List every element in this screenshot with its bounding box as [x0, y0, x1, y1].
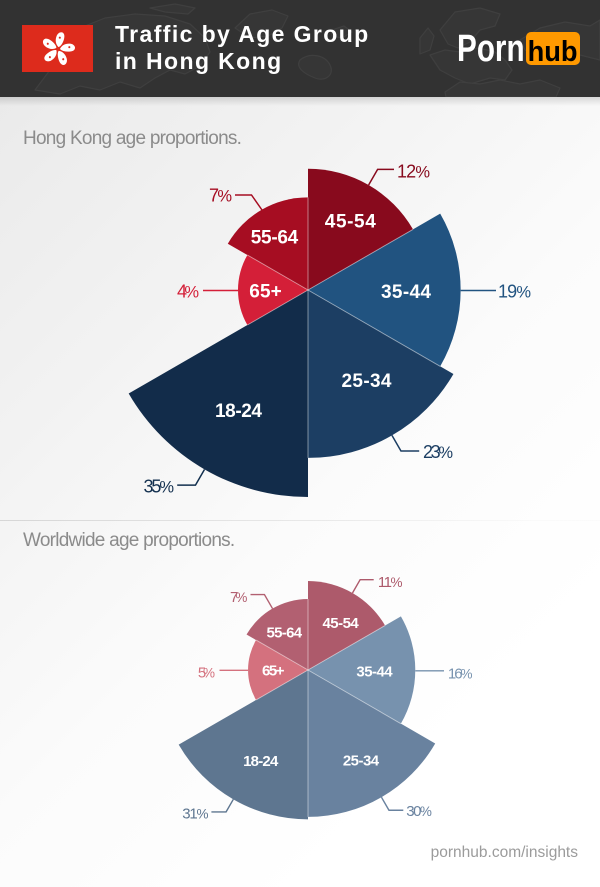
svg-text:25-34: 25-34	[342, 371, 392, 392]
svg-text:45-54: 45-54	[322, 615, 359, 632]
svg-text:25-34: 25-34	[343, 752, 380, 769]
svg-text:5%: 5%	[198, 664, 215, 681]
svg-text:11%: 11%	[378, 574, 403, 591]
svg-text:35-44: 35-44	[381, 282, 431, 303]
svg-text:35-44: 35-44	[356, 664, 393, 681]
svg-text:45-54: 45-54	[325, 212, 376, 233]
svg-text:16%: 16%	[448, 665, 473, 682]
svg-text:12%: 12%	[397, 162, 430, 182]
svg-text:7%: 7%	[209, 186, 232, 206]
svg-text:31%: 31%	[182, 805, 208, 822]
svg-text:4%: 4%	[177, 282, 199, 302]
svg-text:65+: 65+	[249, 282, 282, 303]
svg-text:19%: 19%	[498, 282, 531, 302]
svg-text:55-64: 55-64	[266, 625, 302, 642]
svg-text:23%: 23%	[423, 442, 453, 462]
svg-text:35%: 35%	[144, 477, 175, 497]
svg-text:65+: 65+	[262, 662, 285, 679]
svg-text:18-24: 18-24	[243, 753, 279, 770]
svg-text:55-64: 55-64	[251, 228, 299, 249]
svg-text:18-24: 18-24	[215, 401, 262, 422]
svg-text:7%: 7%	[230, 589, 247, 606]
svg-text:30%: 30%	[406, 803, 432, 820]
